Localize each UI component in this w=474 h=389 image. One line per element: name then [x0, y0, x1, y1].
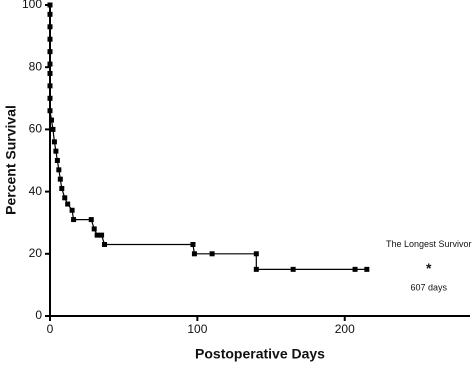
marker — [47, 11, 53, 17]
marker — [47, 70, 53, 76]
marker — [56, 167, 62, 173]
y-tick-label: 60 — [29, 122, 43, 136]
marker — [51, 139, 57, 145]
annotation: 607 days — [410, 282, 447, 292]
marker — [47, 2, 53, 8]
marker — [50, 126, 56, 132]
marker — [59, 185, 65, 191]
marker — [94, 232, 100, 238]
y-tick-label: 0 — [35, 308, 42, 322]
marker — [364, 266, 370, 272]
marker — [99, 232, 105, 238]
annotation: * — [426, 260, 432, 276]
marker — [57, 176, 63, 182]
marker — [69, 207, 75, 213]
marker — [47, 49, 53, 55]
x-tick-label: 200 — [335, 322, 355, 336]
marker — [253, 266, 259, 272]
marker — [290, 266, 296, 272]
x-tick-label: 100 — [187, 322, 207, 336]
marker — [190, 241, 196, 247]
marker — [352, 266, 358, 272]
marker — [71, 217, 77, 223]
marker — [88, 217, 94, 223]
marker — [47, 108, 53, 114]
marker — [54, 158, 60, 163]
y-tick-label: 100 — [22, 0, 42, 11]
marker — [47, 36, 53, 42]
marker — [53, 148, 59, 154]
marker — [47, 83, 53, 89]
x-tick-label: 0 — [47, 322, 54, 336]
marker — [253, 251, 259, 257]
marker — [191, 251, 197, 257]
marker — [102, 241, 108, 247]
y-tick-label: 20 — [29, 246, 43, 260]
marker — [47, 95, 53, 101]
y-tick-label: 40 — [29, 184, 43, 198]
y-axis-label: Percent Survival — [3, 105, 19, 215]
y-tick-label: 80 — [29, 59, 43, 73]
marker — [209, 251, 215, 257]
annotation: The Longest Survivor — [386, 239, 472, 249]
marker — [47, 61, 53, 67]
survival-line — [49, 5, 367, 270]
marker — [62, 195, 68, 201]
marker — [48, 117, 54, 123]
marker — [47, 24, 53, 30]
marker — [91, 226, 97, 232]
x-axis-label: Postoperative Days — [195, 346, 325, 362]
marker — [65, 201, 71, 207]
